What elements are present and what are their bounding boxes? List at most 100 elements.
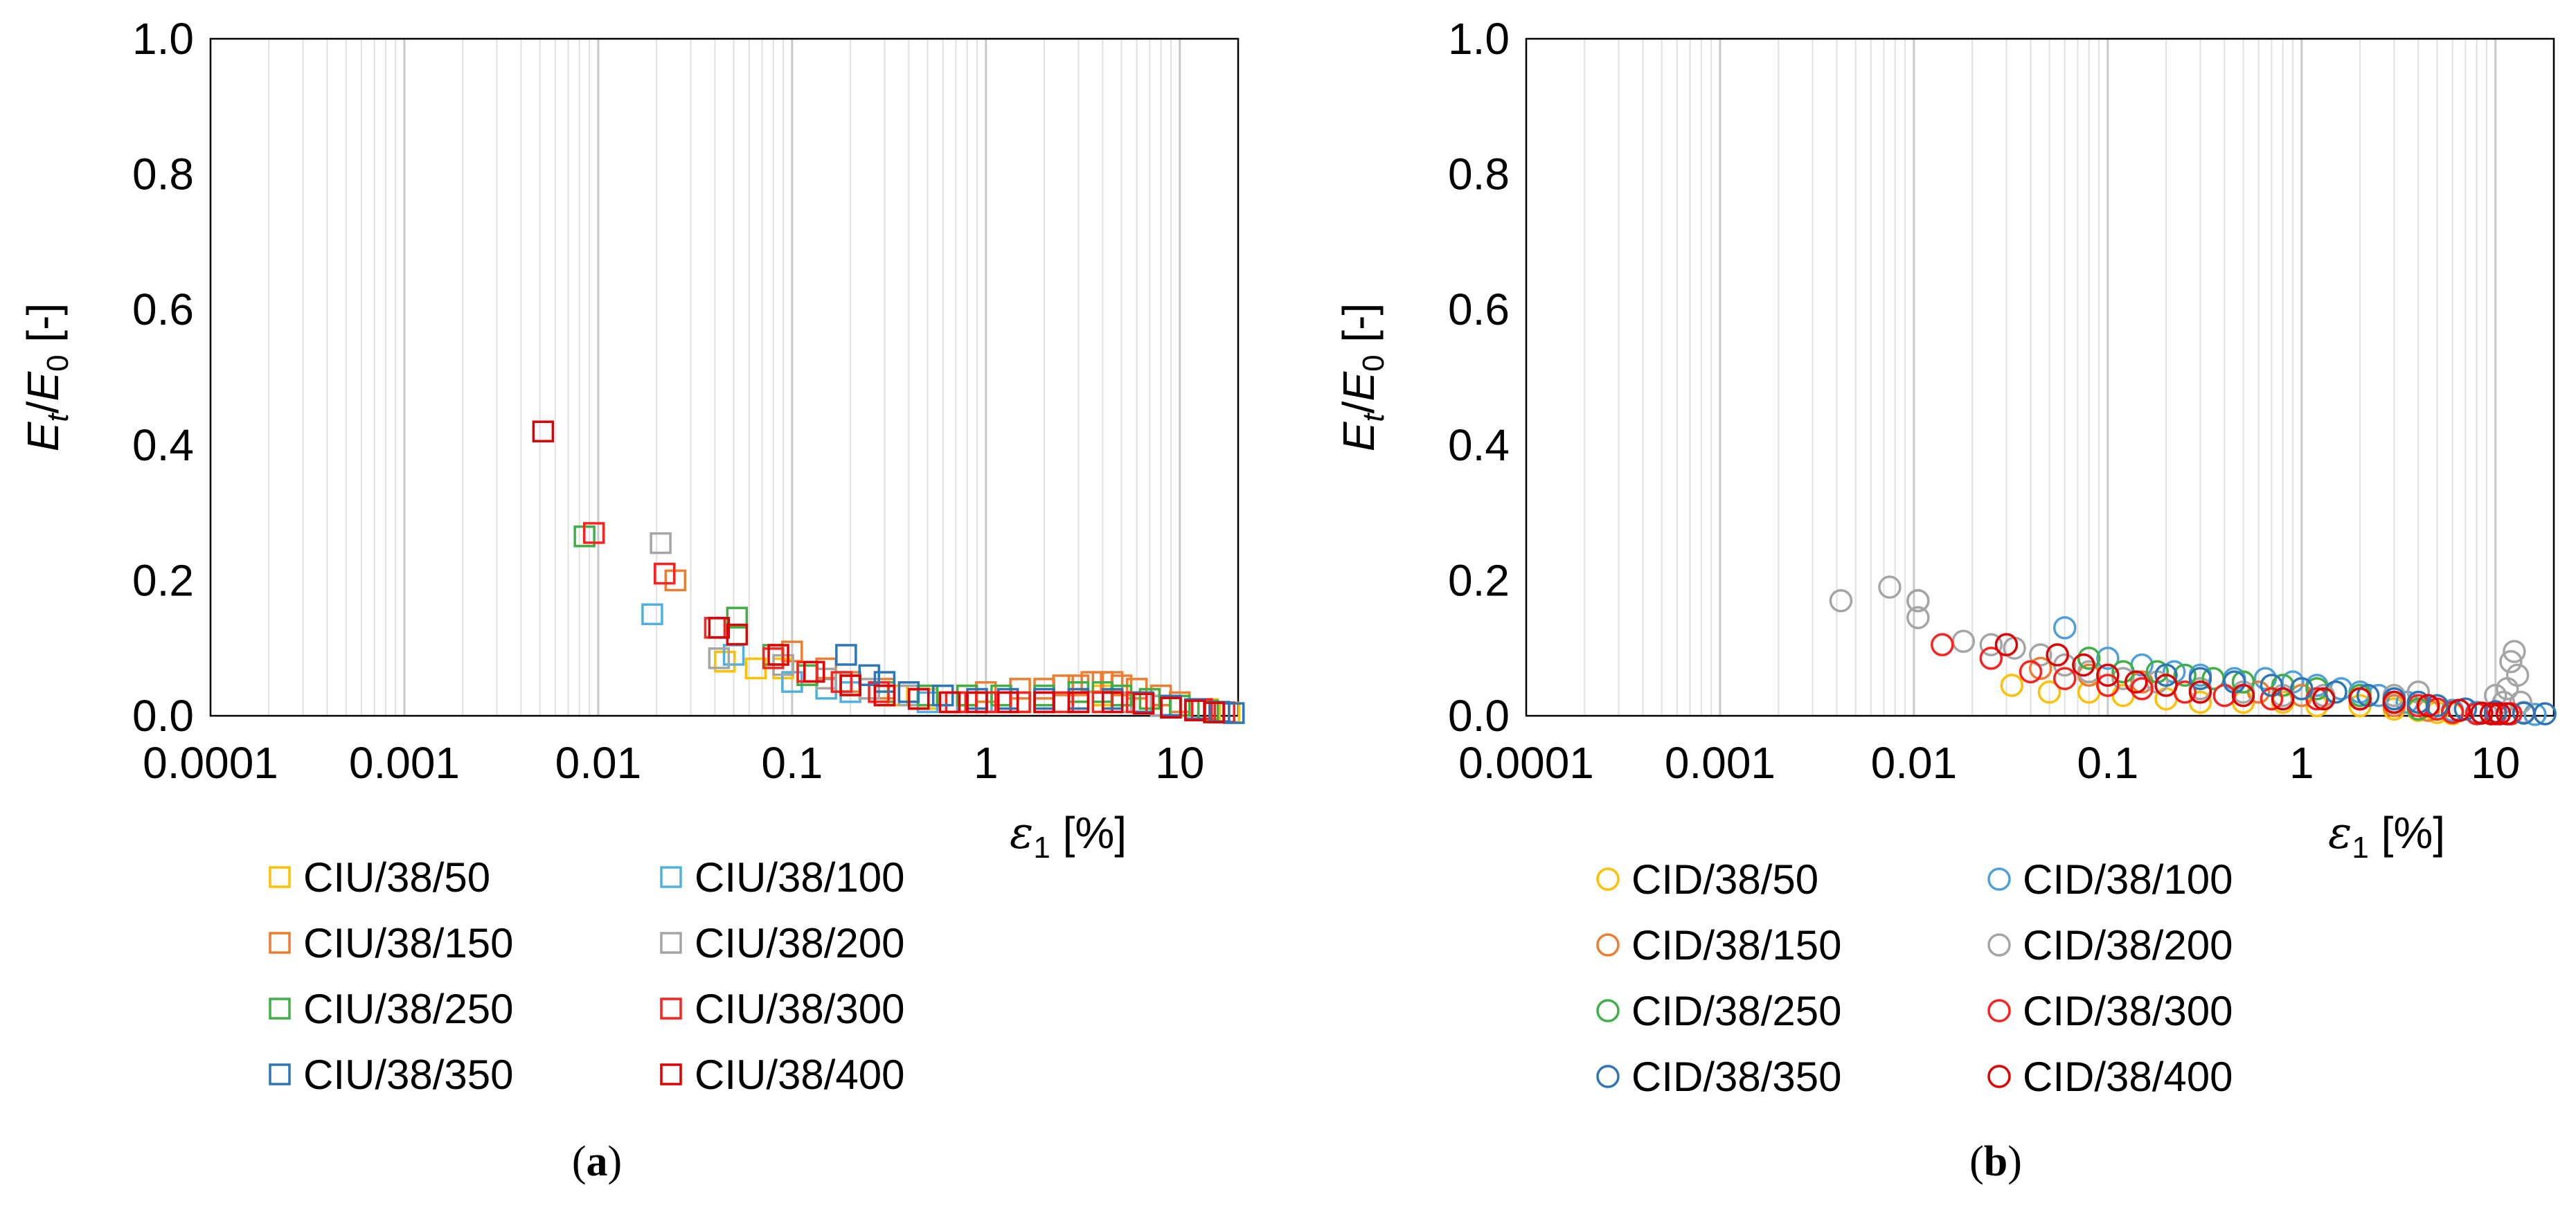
data-point	[2096, 674, 2120, 697]
data-point	[938, 691, 961, 714]
data-point	[2479, 702, 2503, 725]
legend-label: CIU/38/100	[695, 854, 905, 901]
y-tick-label: 0.6	[132, 285, 194, 334]
data-point	[2052, 616, 2077, 640]
data-point	[2037, 680, 2061, 704]
data-point	[1197, 699, 1219, 721]
data-point	[835, 644, 857, 666]
y-tick-label: 1.0	[132, 14, 194, 64]
panel-b: 0.00.20.40.60.81.00.0001 0.001 0.01 0.1 1 10E…	[1334, 14, 2557, 1185]
data-point	[2483, 683, 2507, 707]
y-tick-label: 0.2	[132, 555, 194, 605]
data-point	[2130, 677, 2154, 701]
data-point	[907, 687, 930, 710]
data-point	[2348, 687, 2372, 711]
y-label-E: E	[18, 421, 68, 451]
data-point	[1979, 647, 2003, 670]
y-tick-label: 0.6	[1448, 285, 1510, 334]
data-point	[2470, 701, 2494, 725]
series-CID-38-400	[1994, 633, 2519, 725]
plot-frame	[209, 37, 1240, 717]
data-point	[2188, 667, 2212, 690]
data-point	[1203, 701, 1225, 723]
data-point	[767, 644, 789, 666]
legend-label: CIU/38/300	[695, 986, 905, 1032]
legend-marker	[1596, 867, 1620, 891]
y-label-slash: /	[18, 401, 68, 413]
data-point	[641, 603, 663, 626]
y-axis-label: Et/E0 [-]	[18, 303, 75, 452]
legend-marker	[269, 998, 291, 1020]
legend-marker	[1596, 1065, 1620, 1088]
data-point	[2260, 687, 2284, 711]
panel-label-open: (	[1969, 1138, 1984, 1185]
y-label-zero-subscript: 0	[1357, 354, 1390, 371]
x-label-epsilon: ε	[2328, 808, 2352, 859]
data-point	[2406, 690, 2431, 714]
y-label-t-subscript: t	[41, 413, 75, 422]
legend-marker	[1987, 1065, 2011, 1088]
panel-label-letter: a	[587, 1138, 608, 1185]
x-tick-label: 0.01	[555, 738, 642, 788]
data-point	[2425, 694, 2449, 718]
data-point	[1994, 633, 2019, 657]
x-tick-label: 0.1	[2077, 738, 2138, 788]
y-tick-label: 0.0	[1448, 691, 1510, 741]
panel-label: (a)	[572, 1138, 622, 1185]
x-tick-label: 0.1	[761, 738, 823, 788]
x-tick-label: 0.001	[349, 738, 460, 788]
x-tick-label: 1	[974, 738, 999, 788]
y-tick-label: 0.4	[132, 420, 194, 470]
data-point	[2503, 640, 2526, 663]
data-point	[1033, 691, 1055, 714]
data-point	[2077, 647, 2101, 670]
data-point	[1951, 629, 1976, 653]
x-tick-label: 1	[2289, 738, 2314, 788]
data-point	[1132, 692, 1155, 715]
data-point	[1138, 687, 1161, 710]
data-point	[2052, 667, 2077, 690]
x-tick-label: 10	[2471, 738, 2520, 788]
data-point	[2096, 647, 2120, 670]
data-point	[2382, 690, 2406, 714]
gridlines	[1584, 39, 2497, 716]
data-point	[2111, 667, 2135, 690]
data-point	[2416, 694, 2440, 718]
y-tick-label: 0.8	[1448, 150, 1510, 199]
data-point	[1101, 691, 1124, 714]
panel-label-letter: b	[1984, 1138, 2007, 1185]
data-point	[2096, 663, 2120, 687]
data-point	[532, 420, 555, 442]
legend-label: CID/38/400	[2023, 1054, 2233, 1100]
legend-marker	[1987, 999, 2011, 1022]
data-point	[2533, 702, 2557, 725]
legend-marker	[269, 1063, 291, 1085]
data-point	[726, 623, 749, 646]
y-axis-label: Et/E0 [-]	[1334, 303, 1390, 452]
panel-label-close: )	[2007, 1138, 2022, 1185]
y-tick-label: 0.0	[132, 691, 194, 741]
data-point	[2019, 660, 2043, 684]
legend-marker	[660, 866, 682, 888]
data-point	[1906, 606, 1930, 629]
data-point	[2029, 656, 2052, 680]
data-point	[2271, 674, 2295, 697]
legend-marker	[269, 932, 291, 954]
data-point	[654, 562, 676, 585]
data-point	[2231, 683, 2255, 707]
legend-marker	[269, 866, 291, 888]
data-point	[2487, 702, 2512, 725]
x-tick-label: 10	[1155, 738, 1204, 788]
data-point	[2271, 687, 2295, 711]
legend-label: CIU/38/50	[303, 854, 490, 901]
plot-frame	[1525, 37, 2555, 717]
legend-label: CIU/38/250	[303, 986, 514, 1032]
y-label-zero-subscript: 0	[41, 354, 75, 371]
data-point	[2495, 702, 2519, 725]
legend-label: CIU/38/350	[303, 1052, 514, 1098]
data-point	[582, 522, 605, 544]
x-label-unit: [%]	[1050, 808, 1127, 858]
y-label-E0: E	[18, 371, 68, 402]
data-point	[1906, 588, 1930, 613]
data-point	[2447, 698, 2471, 722]
